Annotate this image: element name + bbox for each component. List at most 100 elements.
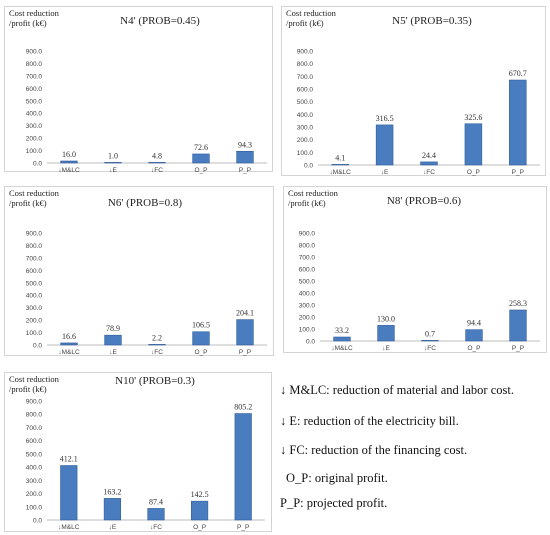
data-label: 204.1 [236,309,254,318]
y-tick-label: 400.0 [26,111,43,118]
y-axis-label: Cost reduction [9,188,60,198]
data-label: 2.2 [152,333,162,342]
category-label: ↓FC [150,524,162,531]
legend-item-e: ↓ E: reduction of the electricity bill. [280,414,459,428]
legend-item-pp: P_P: projected profit. [280,496,388,510]
data-label: 87.4 [149,497,163,506]
data-label: 94.3 [238,140,252,149]
bar [192,331,210,346]
bar [103,498,121,521]
y-tick-label: 500.0 [297,99,314,106]
category-label: ↓FC [151,349,163,356]
data-label: 805.2 [234,403,252,412]
category-label: P_P [237,524,249,531]
data-label: 78.9 [106,324,120,333]
data-label: 130.0 [377,314,395,323]
category-label: ↓E [381,169,389,176]
y-tick-label: 100.0 [26,148,43,155]
y-tick-label: 100.0 [299,327,316,334]
bar [236,319,254,346]
y-tick-label: 700.0 [299,255,316,262]
bar [333,336,351,342]
y-axis-label: /profit (k€) [288,198,326,208]
y-tick-label: 0.0 [304,163,313,170]
y-tick-label: 900.0 [26,49,43,56]
chart-title: N10' (PROB=0.3) [115,375,195,387]
legend-item-op: O_P: original profit. [286,471,388,485]
legend-item-mlc: ↓ M&LC: reduction of material and labor … [280,383,514,397]
chart-panel-n10: Cost reduction/profit (k€) N10' (PROB=0.3… [4,372,272,532]
y-tick-label: 900.0 [297,49,314,56]
y-tick-label: 700.0 [26,73,43,80]
category-label: ↓E [109,167,117,174]
bar [421,340,439,342]
data-label: 163.2 [103,487,121,496]
bar [464,123,483,166]
y-tick-label: 200.0 [26,491,43,498]
category-label: ↓FC [151,167,163,174]
bar [509,79,527,166]
y-tick-label: 100.0 [26,504,43,511]
bar [377,325,395,342]
y-tick-label: 400.0 [26,293,43,300]
bar [236,150,254,164]
data-label: 16.6 [62,332,76,341]
bar [420,161,438,166]
y-tick-label: 900.0 [26,399,43,406]
y-tick-label: 600.0 [26,86,43,93]
bar [104,162,122,164]
chart-panel-n8: Cost reduction/profit (k€) N8' (PROB=0.6)… [283,186,547,353]
bar [60,160,78,164]
chart-n10: Cost reduction/profit (k€) N10' (PROB=0.3… [9,374,265,531]
bar [331,164,349,166]
chart-title: N4' (PROB=0.45) [120,15,200,27]
category-label: ↓M&LC [331,345,353,352]
y-tick-label: 400.0 [299,291,316,298]
bar [60,342,78,346]
y-tick-label: 200.0 [26,318,43,325]
chart-title: N5' (PROB=0.35) [392,15,472,27]
category-label: P_P [239,167,251,174]
bar [147,508,165,521]
y-tick-label: 600.0 [299,267,316,274]
data-label: 142.5 [191,490,209,499]
data-label: 16.0 [62,150,76,159]
y-tick-label: 200.0 [299,315,316,322]
data-label: 106.5 [192,321,210,330]
y-tick-label: 700.0 [26,425,43,432]
y-axis-label: /profit (k€) [9,384,47,394]
category-label: P_P [239,349,251,356]
y-tick-label: 500.0 [299,279,316,286]
chart-n5: Cost reduction/profit (k€) N5' (PROB=0.35… [286,8,540,176]
bar [104,334,122,346]
category-label: P_P [512,169,524,176]
chart-panel-n4: Cost reduction/profit (k€) N4' (PROB=0.45… [4,6,273,174]
category-label: ↓E [109,524,117,531]
y-tick-label: 800.0 [299,243,316,250]
y-tick-label: 300.0 [26,478,43,485]
bar [192,153,210,164]
bar [465,329,483,342]
data-label: 670.7 [509,69,527,78]
category-label: ↓M&LC [330,169,352,176]
data-label: 4.1 [335,153,345,162]
category-label: ↓FC [423,169,435,176]
y-tick-label: 800.0 [297,61,314,68]
data-label: 94.4 [467,319,481,328]
y-tick-label: 0.0 [33,343,42,350]
y-tick-label: 800.0 [26,243,43,250]
y-tick-label: 300.0 [26,123,43,130]
data-label: 72.6 [194,143,208,152]
legend-item-fc: ↓ FC: reduction of the financing cost. [280,443,468,457]
y-tick-label: 600.0 [297,87,314,94]
data-label: 1.0 [108,151,118,160]
data-label: 316.5 [376,114,394,123]
chart-n4: Cost reduction/profit (k€) N4' (PROB=0.45… [9,8,267,174]
chart-title: N6' (PROB=0.8) [108,197,183,209]
category-label: ↓M&LC [58,167,80,174]
data-label: 258.3 [509,299,527,308]
y-tick-label: 400.0 [26,465,43,472]
y-axis-label: Cost reduction [9,374,60,384]
y-tick-label: 800.0 [26,61,43,68]
data-label: 0.7 [425,329,435,338]
